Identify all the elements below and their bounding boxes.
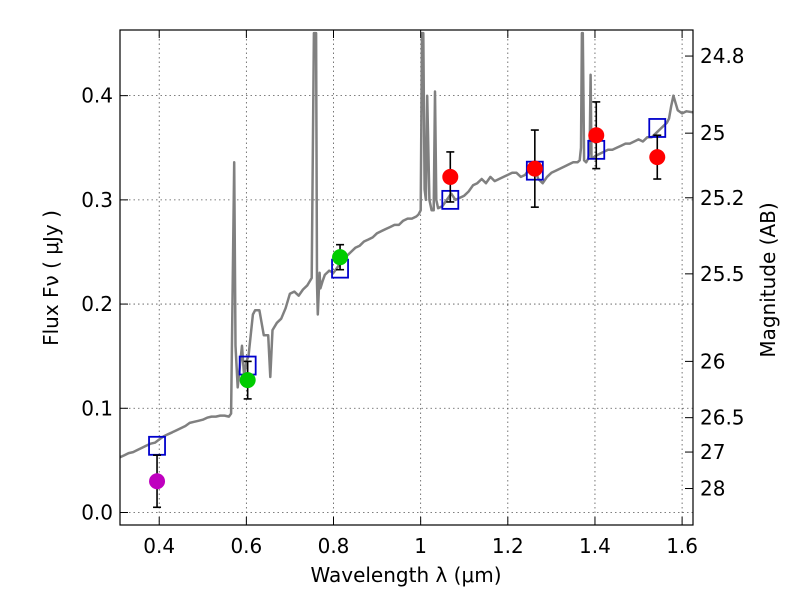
sed-template-layer bbox=[119, 31, 694, 459]
x-tick-label: 1.4 bbox=[579, 534, 611, 558]
observed-flux-point bbox=[526, 160, 543, 177]
model-flux-marker bbox=[148, 435, 166, 456]
observed-flux-point bbox=[239, 372, 256, 389]
y2-tick-label: 27 bbox=[700, 440, 725, 464]
sed-template-line bbox=[119, 31, 694, 459]
x-tick-label: 0.8 bbox=[318, 534, 350, 558]
observed-points-layer bbox=[149, 101, 666, 509]
y-tick-label: 0.4 bbox=[81, 84, 113, 108]
y-axis-label: Flux Fν ( μJy ) bbox=[39, 210, 63, 346]
x-axis-label: Wavelength λ (μm) bbox=[310, 563, 501, 587]
observed-flux-point bbox=[149, 473, 166, 490]
y2-tick-label: 25 bbox=[700, 121, 725, 145]
x-tick-label: 1.6 bbox=[666, 534, 698, 558]
y-tick-label: 0.3 bbox=[81, 188, 113, 212]
grid bbox=[120, 30, 693, 525]
y2-tick-label: 25.2 bbox=[700, 186, 745, 210]
observed-flux-point bbox=[442, 168, 459, 185]
x-tick-label: 0.4 bbox=[143, 534, 175, 558]
x-tick-label: 0.6 bbox=[230, 534, 262, 558]
y2-tick-label: 28 bbox=[700, 477, 725, 501]
y-tick-label: 0.2 bbox=[81, 292, 113, 316]
x-tick-label: 1.2 bbox=[492, 534, 524, 558]
observed-flux-point bbox=[588, 127, 605, 144]
x-tick-label: 1 bbox=[414, 534, 427, 558]
y-tick-label: 0.1 bbox=[81, 396, 113, 420]
y2-tick-label: 25.5 bbox=[700, 262, 745, 286]
y2-axis-label: Magnitude (AB) bbox=[756, 202, 780, 357]
plot-frame bbox=[119, 29, 694, 526]
observed-flux-point bbox=[649, 149, 666, 166]
y2-tick-label: 24.8 bbox=[700, 44, 745, 68]
model-points-layer bbox=[148, 118, 667, 456]
y2-tick-label: 26.5 bbox=[700, 406, 745, 430]
y-tick-label: 0.0 bbox=[81, 500, 113, 524]
x-axis-ticks: 0.4 0.6 0.8 1 1.2 1.4 1.6 bbox=[143, 30, 698, 558]
y-axis-ticks: 0.0 0.1 0.2 0.3 0.4 bbox=[81, 84, 128, 524]
y2-tick-label: 26 bbox=[700, 349, 725, 373]
y2-axis-ticks: 24.8 25 25.2 25.5 26 26.5 27 28 bbox=[685, 44, 745, 501]
observed-flux-point bbox=[332, 249, 349, 266]
